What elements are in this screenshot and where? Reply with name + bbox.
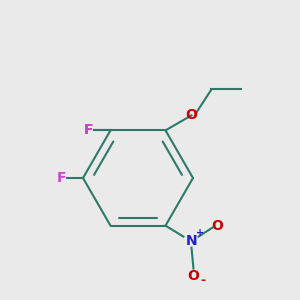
- Text: N: N: [186, 234, 197, 248]
- Text: O: O: [188, 268, 200, 283]
- Text: F: F: [84, 123, 93, 137]
- Text: +: +: [196, 228, 205, 238]
- Text: F: F: [56, 171, 66, 185]
- Text: O: O: [185, 108, 197, 122]
- Text: -: -: [200, 274, 205, 287]
- Text: O: O: [212, 219, 224, 232]
- Text: F: F: [84, 123, 93, 137]
